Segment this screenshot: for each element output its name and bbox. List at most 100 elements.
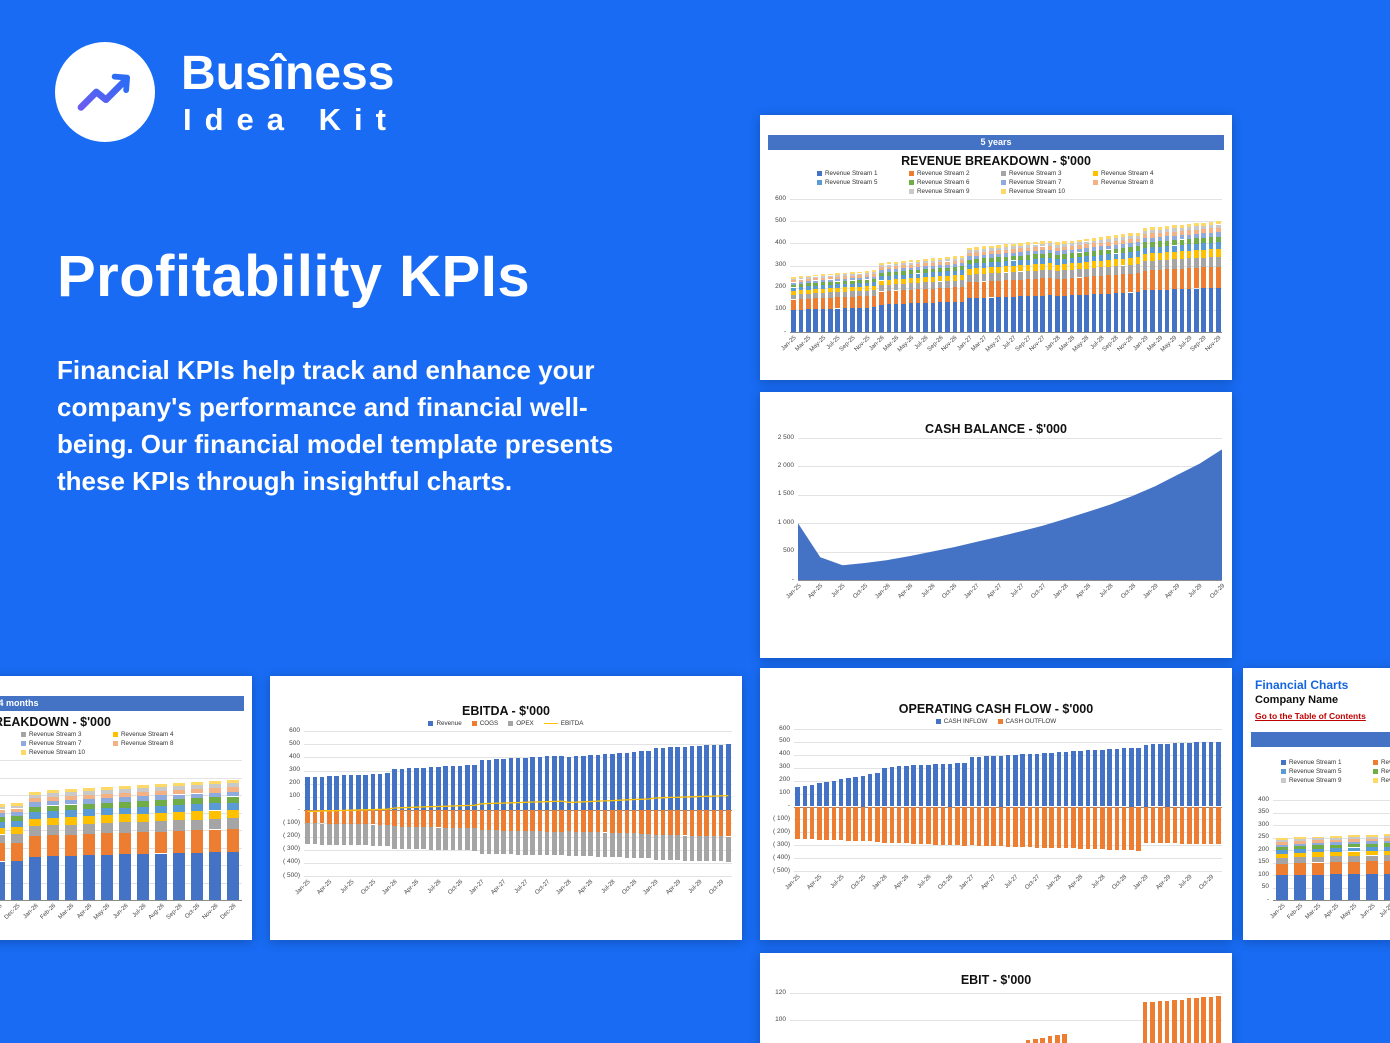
bar [472, 810, 477, 829]
y-tick-label: - [783, 327, 786, 335]
bar-segment [967, 282, 972, 299]
bar-segment [1033, 241, 1038, 245]
bar [305, 810, 310, 824]
bar-segment [842, 278, 848, 281]
bar-segment [820, 308, 826, 332]
bar-segment [1142, 234, 1148, 239]
bar [581, 810, 586, 832]
bar-segment [813, 280, 818, 283]
bar [795, 806, 800, 839]
bar-segment [879, 267, 884, 271]
bar-segment [842, 276, 848, 279]
bar-segment [1113, 293, 1119, 332]
period-badge: 24 months [0, 696, 244, 711]
legend-label: Revenue Stream 4 [1101, 170, 1154, 177]
chart-title: EBITDA - $'000 [462, 704, 550, 718]
bar-segment [813, 282, 818, 286]
bar [711, 745, 717, 811]
bar-segment [791, 280, 796, 283]
bar-segment [967, 256, 972, 260]
bar-segment [83, 788, 95, 792]
bar [1107, 749, 1112, 807]
legend-swatch [113, 732, 118, 737]
bar [1143, 744, 1149, 807]
bar-segment [901, 283, 906, 291]
y-tick-label: 100 [289, 792, 300, 800]
bar [639, 751, 644, 811]
bar-segment [227, 786, 239, 792]
bar [392, 826, 397, 849]
bar-segment [1077, 295, 1082, 332]
bar-segment [828, 288, 833, 293]
bar [494, 759, 499, 811]
legend-label: Revenue Stream 3 [1009, 170, 1062, 177]
legend-swatch [909, 180, 914, 185]
bar-segment [930, 258, 935, 261]
bar-segment [930, 268, 935, 273]
bar-segment [923, 263, 928, 267]
bar-segment [83, 799, 95, 804]
y-tick-label: 200 [289, 779, 300, 787]
x-tick-label: Jul-25 [829, 874, 846, 890]
legend-label: Revenue Stream 9 [1289, 777, 1342, 784]
gridline [0, 760, 242, 761]
bar-segment [981, 262, 987, 268]
bar-segment [864, 277, 870, 280]
bar-segment [828, 292, 833, 298]
bar-segment [989, 262, 994, 268]
bar-segment [1172, 269, 1177, 290]
bar [414, 810, 419, 827]
bar [1201, 742, 1207, 807]
bar-segment [1055, 244, 1060, 248]
legend-swatch [1281, 760, 1286, 765]
gridline [304, 876, 732, 877]
bar [675, 746, 680, 810]
bar [853, 806, 858, 841]
bar-segment [1113, 266, 1119, 275]
x-tick-label: Apr-27 [986, 583, 1004, 600]
bar [809, 806, 815, 840]
bar-segment [850, 308, 855, 332]
bar-segment [1069, 257, 1075, 264]
bar-segment [1084, 262, 1089, 269]
bar-segment [1091, 247, 1097, 251]
bar [319, 810, 325, 824]
bar-segment [871, 295, 877, 308]
bar-segment [1047, 253, 1053, 258]
bar-segment [945, 259, 950, 262]
bar-segment [1135, 238, 1140, 243]
x-tick-label: Jan-29 [642, 879, 661, 897]
bar [1129, 748, 1134, 807]
table-of-contents-link[interactable]: Go to the Table of Contents [1255, 711, 1366, 721]
bar-segment [11, 842, 23, 862]
legend-label: Revenue Stream 7 [29, 740, 82, 747]
bar [385, 810, 390, 825]
bar-segment [11, 805, 23, 809]
bar-segment [1062, 246, 1067, 251]
bar-segment [842, 283, 848, 288]
bar-segment [996, 272, 1001, 281]
bar-segment [173, 805, 185, 812]
bar-segment [937, 257, 943, 260]
legend-swatch [909, 189, 914, 194]
bar-segment [1216, 287, 1221, 332]
bar-segment [1157, 252, 1162, 261]
bar [573, 831, 579, 857]
bar-segment [1077, 239, 1082, 243]
bar-segment [952, 280, 957, 288]
bar-segment [1179, 227, 1184, 231]
y-tick-label: ( 200) [773, 827, 790, 835]
bar-segment [173, 782, 185, 787]
y-tick-label: 100 [779, 789, 790, 796]
bar-segment [850, 275, 855, 279]
bar [566, 810, 571, 832]
legend-label: Revenue Stream 6 [1381, 768, 1390, 775]
bar-segment [1164, 289, 1170, 332]
x-tick-label: Dec-25 [3, 903, 22, 921]
bar [436, 810, 441, 828]
gridline [794, 741, 1222, 743]
bar-segment [842, 287, 848, 292]
y-tick-label: 600 [289, 726, 300, 734]
